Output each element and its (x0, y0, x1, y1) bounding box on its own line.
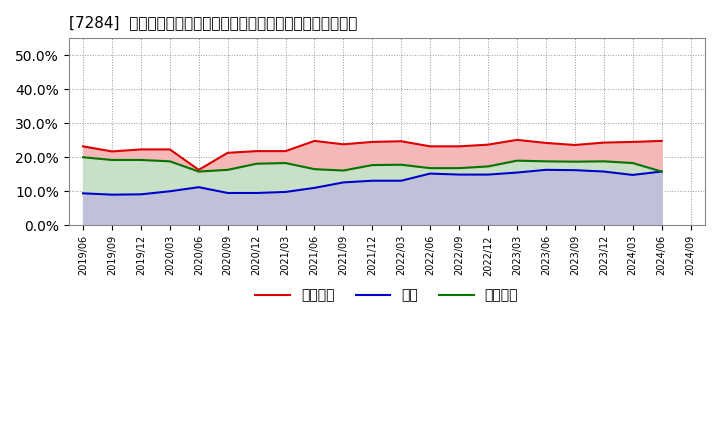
売上債権 (166, 147, 174, 152)
在庫 (78, 191, 87, 196)
在庫 (166, 189, 174, 194)
売上債権 (455, 144, 464, 149)
在庫 (513, 170, 521, 175)
買入債務 (108, 158, 117, 163)
買入債務 (570, 159, 579, 164)
在庫 (223, 191, 232, 196)
買入債務 (513, 158, 521, 163)
在庫 (137, 192, 145, 197)
在庫 (108, 192, 117, 197)
買入債務 (339, 168, 348, 173)
売上債権 (310, 138, 319, 143)
買入債務 (657, 169, 666, 174)
買入債務 (368, 162, 377, 168)
買入債務 (541, 159, 550, 164)
売上債権 (541, 140, 550, 146)
Line: 在庫: 在庫 (83, 170, 662, 194)
買入債務 (629, 161, 637, 166)
在庫 (194, 184, 203, 190)
売上債権 (657, 138, 666, 143)
買入債務 (252, 161, 261, 166)
Legend: 売上債権, 在庫, 買入債務: 売上債権, 在庫, 買入債務 (250, 283, 524, 308)
売上債権 (513, 137, 521, 143)
在庫 (484, 172, 492, 177)
売上債権 (570, 143, 579, 148)
在庫 (339, 180, 348, 185)
在庫 (368, 178, 377, 183)
買入債務 (166, 159, 174, 164)
買入債務 (426, 165, 434, 171)
買入債務 (455, 165, 464, 171)
買入債務 (484, 164, 492, 169)
売上債権 (368, 139, 377, 145)
在庫 (455, 172, 464, 177)
在庫 (600, 169, 608, 174)
買入債務 (282, 161, 290, 166)
買入債務 (194, 169, 203, 174)
買入債務 (397, 162, 405, 167)
買入債務 (310, 166, 319, 172)
Text: [7284]  売上債権、在庫、買入債務の総資産に対する比率の推移: [7284] 売上債権、在庫、買入債務の総資産に対する比率の推移 (68, 15, 357, 30)
買入債務 (78, 154, 87, 160)
売上債権 (339, 142, 348, 147)
Line: 売上債権: 売上債権 (83, 140, 662, 170)
売上債権 (397, 139, 405, 144)
在庫 (541, 167, 550, 172)
売上債権 (137, 147, 145, 152)
売上債権 (223, 150, 232, 155)
在庫 (252, 191, 261, 196)
在庫 (310, 185, 319, 191)
在庫 (397, 178, 405, 183)
売上債権 (252, 148, 261, 154)
売上債権 (282, 148, 290, 154)
売上債権 (194, 167, 203, 172)
売上債権 (426, 144, 434, 149)
在庫 (282, 189, 290, 194)
買入債務 (137, 158, 145, 163)
売上債権 (484, 142, 492, 147)
買入債務 (600, 159, 608, 164)
在庫 (657, 169, 666, 174)
売上債権 (629, 139, 637, 145)
買入債務 (223, 167, 232, 172)
売上債権 (108, 149, 117, 154)
売上債権 (600, 140, 608, 145)
Line: 買入債務: 買入債務 (83, 157, 662, 172)
売上債権 (78, 144, 87, 149)
在庫 (629, 172, 637, 178)
在庫 (570, 168, 579, 173)
在庫 (426, 171, 434, 176)
